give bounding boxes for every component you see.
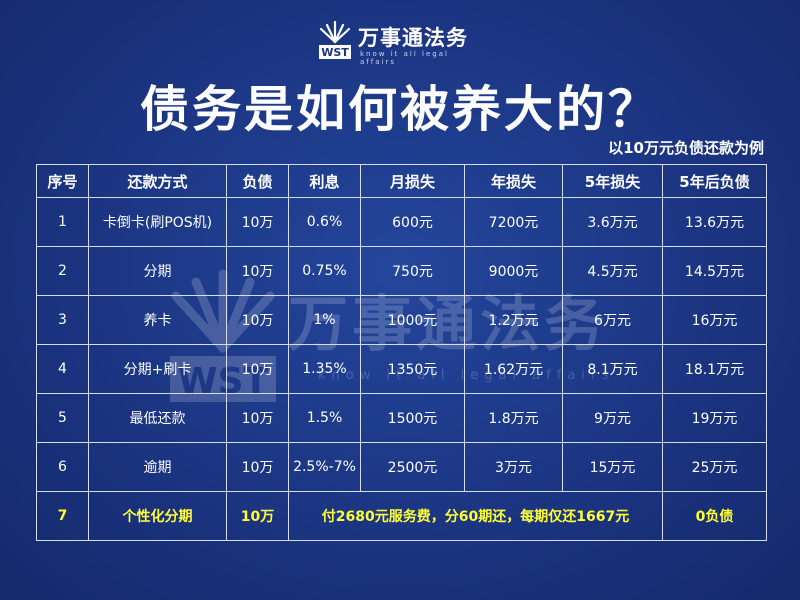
- logo-name: 万事通法务: [358, 26, 468, 50]
- cell-debt: 10万: [226, 246, 289, 296]
- column-header: 年损失: [464, 164, 563, 198]
- cell-annual-loss: 1.8万元: [464, 393, 563, 443]
- cell-index: 3: [36, 295, 89, 345]
- cell-debt: 10万: [226, 197, 289, 247]
- column-header: 月损失: [360, 164, 465, 198]
- cell-final-debt: 19万元: [662, 393, 767, 443]
- logo: WST 万事通法务 know it all legal affairs: [318, 16, 488, 66]
- cell-annual-loss: 7200元: [464, 197, 563, 247]
- cell-interest: 0.75%: [288, 246, 361, 296]
- cell-index: 7: [36, 491, 89, 541]
- table-row: 5 最低还款 10万 1.5% 1500元 1.8万元 9万元 19万元: [36, 393, 767, 443]
- svg-text:WST: WST: [321, 46, 349, 59]
- cell-method: 卡倒卡(刷POS机): [88, 197, 227, 247]
- page-title: 债务是如何被养大的？: [139, 81, 660, 138]
- cell-index: 2: [36, 246, 89, 296]
- cell-five-year-loss: 6万元: [562, 295, 663, 345]
- cell-index: 4: [36, 344, 89, 394]
- cell-five-year-loss: 8.1万元: [562, 344, 663, 394]
- cell-index: 6: [36, 442, 89, 492]
- cell-method: 个性化分期: [88, 491, 227, 541]
- cell-monthly-loss: 2500元: [360, 442, 465, 492]
- cell-method: 养卡: [88, 295, 227, 345]
- cell-debt: 10万: [226, 295, 289, 345]
- cell-index: 5: [36, 393, 89, 443]
- cell-monthly-loss: 1000元: [360, 295, 465, 345]
- cell-service-note: 付2680元服务费，分60期还，每期仅还1667元: [288, 491, 663, 541]
- cell-interest: 0.6%: [288, 197, 361, 247]
- cell-annual-loss: 1.62万元: [464, 344, 563, 394]
- table-row: 2 分期 10万 0.75% 750元 9000元 4.5万元 14.5万元: [36, 246, 767, 296]
- cell-interest: 2.5%-7%: [288, 442, 361, 492]
- cell-interest: 1.35%: [288, 344, 361, 394]
- cell-final-debt: 14.5万元: [662, 246, 767, 296]
- column-header: 还款方式: [88, 164, 227, 198]
- column-header: 利息: [288, 164, 361, 198]
- cell-annual-loss: 3万元: [464, 442, 563, 492]
- column-header: 负债: [226, 164, 289, 198]
- cell-index: 1: [36, 197, 89, 247]
- page-subtitle: 以10万元负债还款为例: [608, 139, 764, 157]
- cell-five-year-loss: 15万元: [562, 442, 663, 492]
- cell-debt: 10万: [226, 491, 289, 541]
- debt-comparison-table: 序号 还款方式 负债 利息 月损失 年损失 5年损失 5年后负债 1 卡倒卡(刷…: [36, 164, 767, 541]
- column-header: 序号: [36, 164, 89, 198]
- wst-logo-icon: WST: [319, 20, 351, 59]
- cell-annual-loss: 9000元: [464, 246, 563, 296]
- cell-method: 分期+刷卡: [88, 344, 227, 394]
- cell-final-debt: 16万元: [662, 295, 767, 345]
- cell-debt: 10万: [226, 344, 289, 394]
- cell-method: 逾期: [88, 442, 227, 492]
- highlight-row: 7 个性化分期 10万 付2680元服务费，分60期还，每期仅还1667元 0负…: [36, 491, 767, 541]
- cell-monthly-loss: 1500元: [360, 393, 465, 443]
- cell-monthly-loss: 750元: [360, 246, 465, 296]
- column-header: 5年损失: [562, 164, 663, 198]
- cell-five-year-loss: 3.6万元: [562, 197, 663, 247]
- cell-monthly-loss: 1350元: [360, 344, 465, 394]
- table-row: 1 卡倒卡(刷POS机) 10万 0.6% 600元 7200元 3.6万元 1…: [36, 197, 767, 247]
- cell-annual-loss: 1.2万元: [464, 295, 563, 345]
- logo-tagline: know it all legal affairs: [360, 50, 449, 66]
- cell-five-year-loss: 4.5万元: [562, 246, 663, 296]
- cell-method: 分期: [88, 246, 227, 296]
- cell-final-debt: 13.6万元: [662, 197, 767, 247]
- cell-final-debt: 0负债: [662, 491, 767, 541]
- cell-final-debt: 18.1万元: [662, 344, 767, 394]
- cell-debt: 10万: [226, 442, 289, 492]
- cell-five-year-loss: 9万元: [562, 393, 663, 443]
- table-header-row: 序号 还款方式 负债 利息 月损失 年损失 5年损失 5年后负债: [36, 164, 767, 198]
- cell-interest: 1%: [288, 295, 361, 345]
- cell-final-debt: 25万元: [662, 442, 767, 492]
- cell-monthly-loss: 600元: [360, 197, 465, 247]
- column-header: 5年后负债: [662, 164, 767, 198]
- cell-interest: 1.5%: [288, 393, 361, 443]
- table-row: 3 养卡 10万 1% 1000元 1.2万元 6万元 16万元: [36, 295, 767, 345]
- table-row: 6 逾期 10万 2.5%-7% 2500元 3万元 15万元 25万元: [36, 442, 767, 492]
- cell-method: 最低还款: [88, 393, 227, 443]
- table-row: 4 分期+刷卡 10万 1.35% 1350元 1.62万元 8.1万元 18.…: [36, 344, 767, 394]
- cell-debt: 10万: [226, 393, 289, 443]
